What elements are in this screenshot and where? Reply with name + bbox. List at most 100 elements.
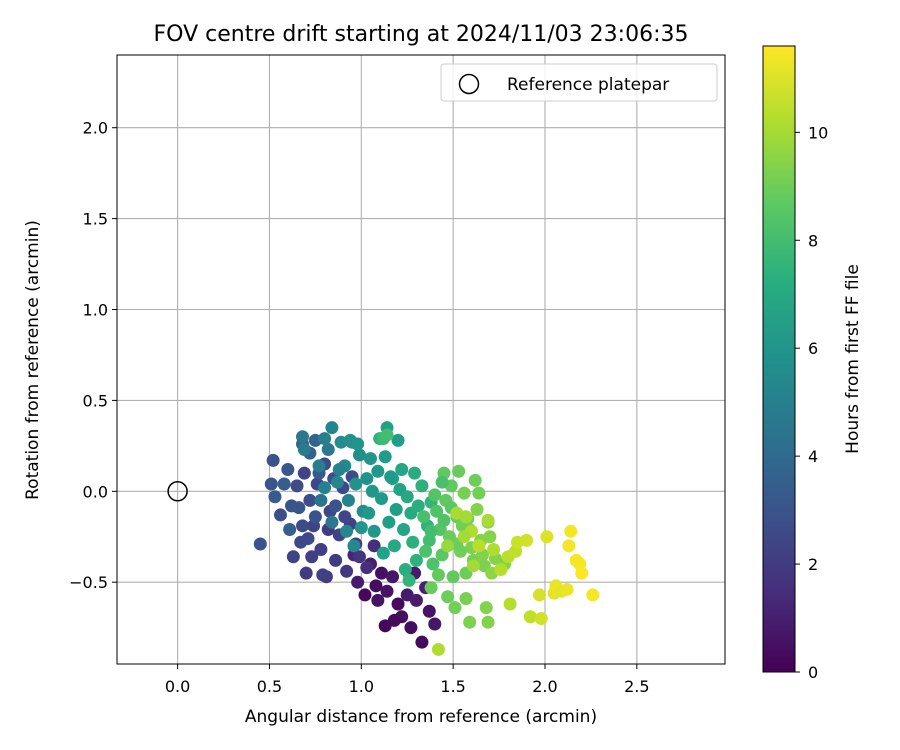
data-point <box>446 570 460 584</box>
data-point <box>375 492 389 506</box>
data-point <box>437 513 451 527</box>
data-point <box>560 582 574 596</box>
data-point <box>352 448 366 462</box>
y-tick-label-1: 0.0 <box>83 482 108 501</box>
data-point <box>391 433 405 447</box>
data-point <box>395 462 409 476</box>
data-point <box>479 601 493 615</box>
data-point <box>296 430 310 444</box>
data-point <box>398 562 412 576</box>
data-point <box>330 475 344 489</box>
data-point <box>387 613 401 627</box>
data-point <box>586 588 600 602</box>
data-point <box>431 568 445 582</box>
data-point <box>409 593 423 607</box>
data-point <box>532 588 546 602</box>
colorbar-gradient <box>762 45 796 673</box>
data-point <box>338 510 352 524</box>
data-point <box>422 604 436 618</box>
data-point <box>351 437 365 451</box>
data-point <box>325 421 339 435</box>
colorbar-tick-label-1: 2 <box>808 555 818 574</box>
data-point <box>253 537 267 551</box>
data-point <box>358 588 372 602</box>
data-point <box>408 466 422 480</box>
data-point <box>562 539 576 553</box>
data-point <box>332 462 346 476</box>
y-axis-label: Rotation from reference (arcmin) <box>23 220 43 500</box>
x-tick-label-2: 1.0 <box>349 677 374 696</box>
data-point <box>424 581 438 595</box>
data-point <box>430 504 444 518</box>
data-point <box>369 579 383 593</box>
data-point <box>384 470 398 484</box>
data-point <box>448 601 462 615</box>
data-point <box>523 610 537 624</box>
data-point <box>426 557 440 571</box>
data-point <box>305 550 319 564</box>
data-point <box>472 539 486 553</box>
data-point <box>378 450 392 464</box>
data-point <box>494 562 508 576</box>
data-point <box>441 539 455 553</box>
colorbar-ticks: 0 2 4 6 8 10 <box>795 123 828 682</box>
data-point <box>340 564 354 578</box>
data-point <box>268 490 282 504</box>
data-point <box>481 615 495 629</box>
data-point <box>351 575 365 589</box>
y-tick-label-0: −0.5 <box>69 573 108 592</box>
data-point <box>406 535 420 549</box>
data-point <box>415 635 429 649</box>
legend: Reference platepar <box>440 63 718 102</box>
data-point <box>314 542 328 556</box>
plot-frame <box>116 54 726 665</box>
data-point <box>371 593 385 607</box>
data-point <box>299 566 313 580</box>
data-point <box>314 493 328 507</box>
data-point <box>397 522 411 536</box>
data-point <box>308 510 322 524</box>
data-point <box>329 553 343 567</box>
y-tick-label-3: 1.0 <box>83 301 108 320</box>
data-point <box>354 521 368 535</box>
x-tick-label-1: 0.5 <box>257 677 282 696</box>
x-tick-label-4: 2.0 <box>532 677 557 696</box>
chart-title: FOV centre drift starting at 2024/11/03 … <box>154 22 689 47</box>
data-point <box>363 452 377 466</box>
data-point <box>419 544 433 558</box>
data-point <box>318 481 332 495</box>
data-point <box>286 550 300 564</box>
y-tick-label-5: 2.0 <box>83 119 108 138</box>
data-point <box>402 573 416 587</box>
data-point <box>341 493 355 507</box>
data-point <box>277 477 291 491</box>
data-point <box>303 493 317 507</box>
data-point <box>457 530 471 544</box>
data-point <box>290 479 304 493</box>
data-point <box>360 561 374 575</box>
data-point <box>367 539 381 553</box>
data-point <box>540 530 554 544</box>
reference-platepar-marker <box>167 481 188 502</box>
data-point <box>325 515 339 529</box>
data-point <box>365 484 379 498</box>
x-axis-label: Angular distance from reference (arcmin) <box>245 707 597 727</box>
colorbar: 0 2 4 6 8 10 Hours from first FF file <box>762 45 863 682</box>
data-point <box>452 464 466 478</box>
data-point <box>400 490 414 504</box>
data-point <box>266 453 280 467</box>
colorbar-tick-label-4: 8 <box>808 231 818 250</box>
legend-box <box>440 63 718 102</box>
data-point <box>387 539 401 553</box>
x-axis-ticks: 0.0 0.5 1.0 1.5 2.0 2.5 <box>165 664 650 696</box>
data-point <box>316 568 330 582</box>
data-point <box>415 479 429 493</box>
data-point <box>409 553 423 567</box>
data-point <box>470 502 484 516</box>
data-point <box>520 533 534 547</box>
x-tick-label-0: 0.0 <box>165 677 190 696</box>
data-point <box>441 590 455 604</box>
data-point <box>264 477 278 491</box>
data-point <box>411 499 425 513</box>
